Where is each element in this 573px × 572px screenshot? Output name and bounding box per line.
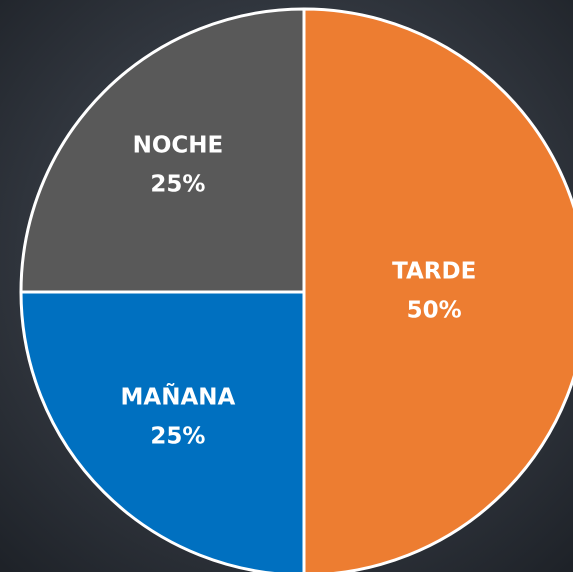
pie-slice: [19, 7, 306, 294]
pie: TARDE 50% MAÑANA 25% NOCHE 25%: [19, 7, 573, 572]
slice-value-label: 25%: [150, 424, 205, 450]
pie-slice: [19, 290, 306, 572]
slice-value-label: 50%: [407, 298, 462, 324]
pie-slice: [302, 7, 573, 572]
slice-label: NOCHE: [133, 132, 224, 158]
slice-label: MAÑANA: [121, 383, 236, 411]
slice-value-label: 25%: [150, 171, 205, 197]
slice-label: TARDE: [392, 259, 476, 285]
